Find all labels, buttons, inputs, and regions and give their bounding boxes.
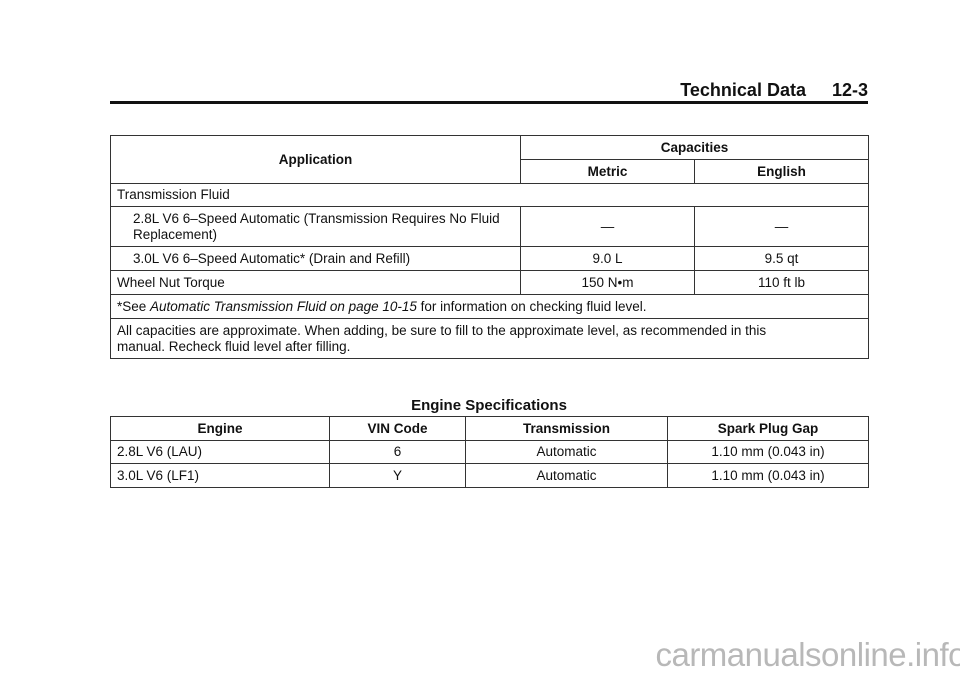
- col-transmission: Transmission: [465, 416, 668, 441]
- col-spark-plug-gap: Spark Plug Gap: [667, 416, 869, 441]
- engine-specifications-table: Engine VIN Code Transmission Spark Plug …: [110, 416, 869, 488]
- metric-cell: —: [520, 206, 695, 247]
- col-engine: Engine: [110, 416, 330, 441]
- footnote-suffix: for information on checking fluid level.: [416, 298, 647, 314]
- header-rule: [110, 101, 868, 104]
- application-cell: 2.8L V6 6–Speed Automatic (Transmission …: [110, 206, 521, 247]
- running-header: Technical Data 12-3: [680, 80, 868, 101]
- engine-cell: 3.0L V6 (LF1): [110, 463, 330, 488]
- table-row: Wheel Nut Torque 150 N•m 110 ft lb: [110, 270, 870, 295]
- col-vin-code: VIN Code: [329, 416, 466, 441]
- table-row: 3.0L V6 6–Speed Automatic* (Drain and Re…: [110, 246, 870, 271]
- section-title: Technical Data: [680, 80, 806, 100]
- english-cell: 110 ft lb: [693, 270, 870, 295]
- group-label: Transmission Fluid: [109, 183, 870, 207]
- gap-cell: 1.10 mm (0.043 in): [667, 440, 869, 464]
- note-row: All capacities are approximate. When add…: [109, 318, 870, 359]
- footnote-link[interactable]: Automatic Transmission Fluid on page 10-…: [150, 298, 417, 314]
- gap-cell: 1.10 mm (0.043 in): [667, 463, 869, 488]
- engine-cell: 2.8L V6 (LAU): [110, 440, 330, 464]
- col-english: English: [693, 159, 870, 184]
- col-application: Application: [110, 135, 521, 184]
- col-capacities: Capacities: [519, 135, 870, 160]
- table-row: 3.0L V6 (LF1) Y Automatic 1.10 mm (0.043…: [110, 463, 869, 488]
- transmission-cell: Automatic: [465, 440, 668, 464]
- footnote: *See Automatic Transmission Fluid on pag…: [109, 294, 870, 319]
- transmission-cell: Automatic: [465, 463, 668, 488]
- vin-cell: 6: [329, 440, 466, 464]
- footnote-prefix: *See: [117, 298, 151, 314]
- note: All capacities are approximate. When add…: [109, 318, 870, 359]
- application-cell: 3.0L V6 6–Speed Automatic* (Drain and Re…: [110, 246, 521, 271]
- english-cell: —: [693, 206, 870, 247]
- vin-cell: Y: [329, 463, 466, 488]
- metric-cell: 9.0 L: [520, 246, 695, 271]
- english-cell: 9.5 qt: [693, 246, 870, 271]
- table-row: 2.8L V6 6–Speed Automatic (Transmission …: [110, 206, 870, 247]
- page-number: 12-3: [831, 80, 868, 100]
- capacities-table: Application Capacities Metric English Tr…: [109, 135, 870, 359]
- watermark: carmanualsonline.info: [655, 636, 960, 673]
- engine-table-title: Engine Specifications: [411, 397, 567, 414]
- footnote-row: *See Automatic Transmission Fluid on pag…: [109, 294, 870, 319]
- col-metric: Metric: [520, 159, 695, 184]
- table-row: 2.8L V6 (LAU) 6 Automatic 1.10 mm (0.043…: [110, 440, 869, 464]
- table-row: Transmission Fluid: [109, 183, 870, 207]
- application-cell: Wheel Nut Torque: [110, 270, 521, 295]
- metric-cell: 150 N•m: [520, 270, 695, 295]
